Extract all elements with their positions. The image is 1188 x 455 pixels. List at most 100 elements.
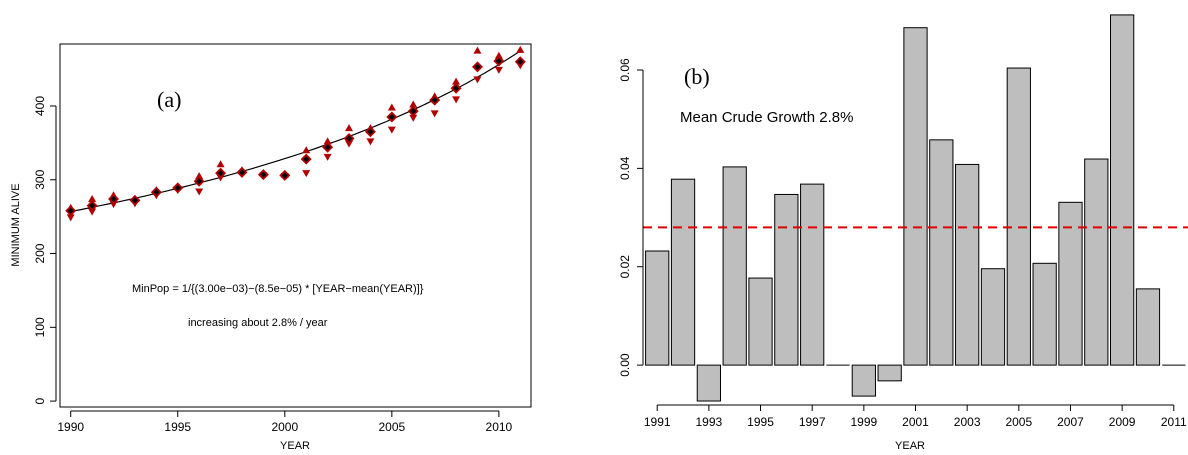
mean-point xyxy=(89,202,96,209)
max-point xyxy=(473,46,482,54)
x-axis-label: YEAR xyxy=(280,440,310,452)
y-tick-label: 0.02 xyxy=(618,255,632,279)
bar xyxy=(1084,158,1109,366)
x-tick-label: 1997 xyxy=(799,415,826,429)
min-point xyxy=(323,153,332,161)
mean-point xyxy=(153,189,160,196)
bar xyxy=(645,250,670,366)
max-point xyxy=(452,77,461,85)
max-point xyxy=(516,45,525,53)
mean-point xyxy=(367,128,374,135)
max-point xyxy=(494,51,503,59)
min-point xyxy=(494,66,503,74)
x-tick-label: 2010 xyxy=(486,420,513,434)
x-tick-label: 2007 xyxy=(1057,415,1084,429)
fit-line xyxy=(70,50,521,213)
x-tick-label: 2005 xyxy=(378,420,405,434)
x-tick-label: 2011 xyxy=(1161,415,1187,429)
mean-point xyxy=(196,178,203,185)
x-axis: 1991 1993 1995 1997 1999 2001 2003 2005 2007 2009… xyxy=(644,404,1187,429)
x-tick-label: 1993 xyxy=(696,415,723,429)
y-tick-label: 100 xyxy=(33,317,47,337)
data-points xyxy=(65,45,526,222)
formula-annotation: MinPop = 1/{(3.00e−03)−(8.5e−05) * [YEAR… xyxy=(132,283,424,295)
bar xyxy=(851,364,876,397)
panel-label: (b) xyxy=(684,64,710,89)
x-tick-label: 2003 xyxy=(954,415,981,429)
mean-point xyxy=(474,63,481,70)
growth-annotation: increasing about 2.8% / year xyxy=(188,317,328,329)
min-point xyxy=(430,110,439,118)
mean-point xyxy=(260,171,267,178)
bar xyxy=(800,183,825,366)
bar xyxy=(903,27,928,366)
bar xyxy=(696,364,721,402)
x-axis: 1990 1995 2000 2005 2010 xyxy=(57,410,513,434)
min-point xyxy=(409,114,418,122)
bar xyxy=(877,364,902,382)
min-point xyxy=(366,138,375,146)
y-axis: 0 100 200 300 400 xyxy=(33,96,57,404)
bar xyxy=(748,277,773,366)
bar xyxy=(929,139,954,366)
x-tick-label: 2005 xyxy=(1005,415,1032,429)
bar xyxy=(980,268,1006,366)
y-tick-label: 0.04 xyxy=(618,156,632,180)
bars xyxy=(645,14,1186,402)
max-point xyxy=(323,137,332,145)
panel-label: (a) xyxy=(157,87,181,112)
fit-curve xyxy=(70,50,521,213)
x-tick-label: 1991 xyxy=(644,415,671,429)
mean-point xyxy=(174,184,181,191)
mean-point xyxy=(303,156,310,163)
min-point xyxy=(302,170,311,178)
x-tick-label: 1995 xyxy=(747,415,774,429)
y-tick-label: 0.00 xyxy=(618,353,632,377)
y-tick-label: 200 xyxy=(33,243,47,263)
panel-a: 1990 1995 2000 2005 2010 0 100 200 300 400 (a) M… xyxy=(10,43,532,452)
min-point xyxy=(109,201,118,209)
plot-frame xyxy=(59,43,532,408)
x-tick-label: 2000 xyxy=(271,420,298,434)
mean-point xyxy=(453,85,460,92)
bar xyxy=(774,193,799,366)
min-point xyxy=(473,76,482,84)
x-axis-label: YEAR xyxy=(895,440,925,452)
panel-b: 1991 1993 1995 1997 1999 2001 2003 2005 2007 2009… xyxy=(618,14,1188,452)
mean-point xyxy=(324,144,331,151)
x-tick-label: 1995 xyxy=(164,420,191,434)
min-point xyxy=(345,140,354,148)
bar xyxy=(1135,288,1161,366)
bar xyxy=(1006,67,1031,366)
y-axis-label: MINIMUM ALIVE xyxy=(10,183,22,266)
max-point xyxy=(88,194,97,202)
x-tick-label: 2009 xyxy=(1109,415,1136,429)
mean-point xyxy=(131,197,138,204)
y-tick-label: 0.06 xyxy=(618,58,632,82)
mean-point xyxy=(346,135,353,142)
max-point xyxy=(302,146,311,154)
min-point xyxy=(195,188,204,196)
y-axis: 0.00 0.02 0.04 0.06 xyxy=(618,58,644,377)
x-tick-label: 1990 xyxy=(57,420,84,434)
bar xyxy=(1110,14,1135,366)
mean-point xyxy=(431,97,438,104)
mean-point xyxy=(410,108,417,115)
mean-point xyxy=(517,58,524,65)
mean-point xyxy=(281,172,288,179)
min-point xyxy=(66,214,75,222)
mean-point xyxy=(217,170,224,177)
bar xyxy=(955,163,980,366)
mean-point xyxy=(388,114,395,121)
bar xyxy=(722,166,747,366)
bar xyxy=(670,178,696,366)
max-point xyxy=(387,103,396,111)
bar xyxy=(1032,262,1057,366)
min-point xyxy=(88,208,97,216)
bar xyxy=(1058,201,1083,366)
min-point xyxy=(452,96,461,104)
y-tick-label: 400 xyxy=(33,96,47,116)
mean-point xyxy=(495,57,502,64)
min-point xyxy=(387,126,396,134)
